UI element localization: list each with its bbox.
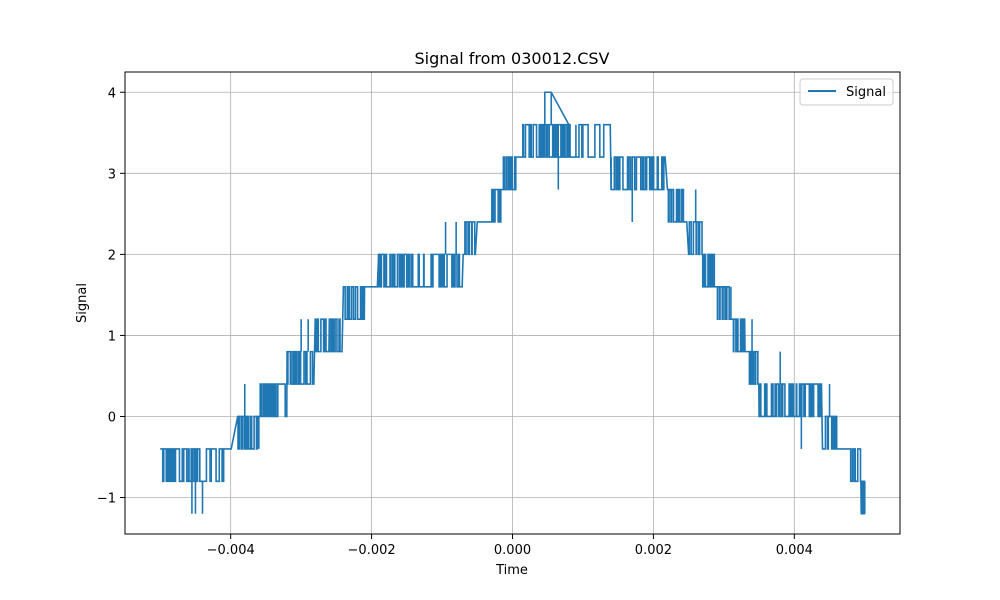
x-tick-label: 0.000 — [494, 543, 531, 558]
y-axis: −1 0 1 2 3 4 — [97, 86, 125, 507]
y-tick-label: 1 — [108, 329, 116, 344]
y-tick-label: 0 — [108, 410, 116, 425]
y-axis-title: Signal — [75, 283, 90, 323]
x-tick-label: 0.002 — [635, 543, 672, 558]
chart-title: Signal from 030012.CSV — [415, 49, 610, 68]
legend: Signal — [799, 78, 894, 106]
x-axis-title: Time — [495, 563, 528, 578]
y-tick-label: −1 — [97, 492, 116, 507]
y-tick-label: 3 — [108, 167, 116, 182]
y-tick-label: 2 — [108, 248, 116, 263]
y-tick-label: 4 — [108, 86, 116, 101]
x-tick-label: −0.002 — [348, 543, 396, 558]
legend-box — [799, 78, 894, 106]
x-tick-label: 0.004 — [776, 543, 813, 558]
x-tick-label: −0.004 — [207, 543, 255, 558]
legend-label-signal: Signal — [846, 85, 886, 100]
series-signal — [160, 91, 866, 515]
plot-area — [160, 91, 866, 515]
x-axis: −0.004 −0.002 0.000 0.002 0.004 — [207, 534, 813, 558]
